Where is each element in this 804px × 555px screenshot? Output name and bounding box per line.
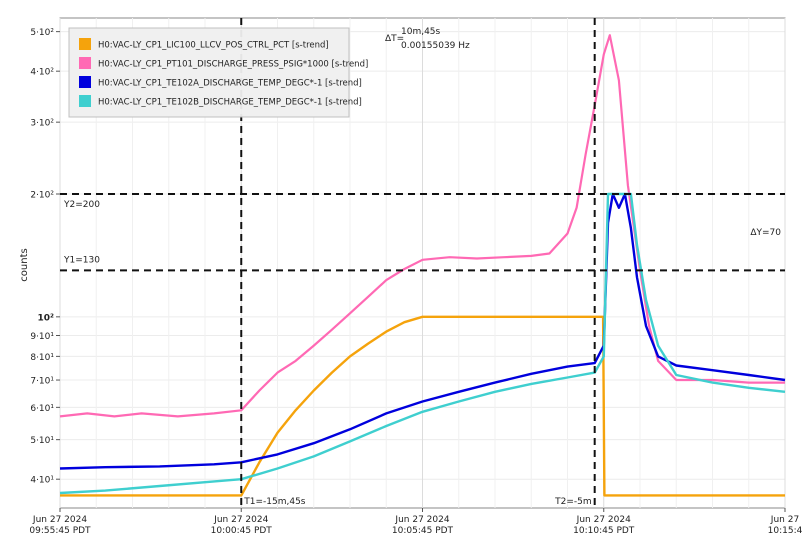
- y-tick-label: 7·10¹: [30, 377, 54, 387]
- x-tick-label: Jun 27 2024: [213, 515, 268, 525]
- x-tick-label: 09:55:45 PDT: [29, 526, 91, 536]
- cursor-lines: [60, 18, 785, 508]
- cursor-y2-label: Y2=200: [63, 200, 100, 210]
- legend-swatch: [79, 57, 91, 69]
- delta-t-value: 10m,45s: [401, 27, 441, 37]
- legend-label: H0:VAC-LY_CP1_TE102B_DISCHARGE_TEMP_DEGC…: [98, 98, 362, 108]
- y-tick-label: 8·10¹: [30, 353, 54, 363]
- legend-label: H0:VAC-LY_CP1_TE102A_DISCHARGE_TEMP_DEGC…: [98, 79, 362, 89]
- x-tick-label: 10:05:45 PDT: [392, 526, 454, 536]
- cursor-labels: T1=-15m,45s T2=-5m Y1=130 Y2=200 ΔT=10m,45s 0…: [63, 27, 781, 507]
- x-tick-label: Jun 27: [770, 515, 799, 525]
- y-tick-label: 3·10²: [30, 119, 54, 129]
- y-tick-label: 5·10¹: [30, 436, 54, 446]
- delta-t-prefix: ΔT=: [385, 34, 404, 44]
- x-tick-label: 10:10:45 PDT: [573, 526, 635, 536]
- delta-y-label: ΔY=70: [750, 228, 781, 238]
- y-tick-label: 5·10²: [30, 28, 54, 38]
- axes: counts: [19, 248, 30, 281]
- x-tick-label: 10:15:4: [768, 526, 803, 536]
- cursor-t2-label: T2=-5m: [554, 497, 592, 507]
- cursor-y1-label: Y1=130: [63, 255, 100, 265]
- delta-t-frequency: 0.00155039 Hz: [401, 41, 470, 51]
- legend-swatch: [79, 95, 91, 107]
- x-tick-label: Jun 27 2024: [32, 515, 87, 525]
- series-line: [60, 315, 785, 497]
- x-tick-label: Jun 27 2024: [576, 515, 631, 525]
- series-line: [59, 192, 786, 470]
- legend-label: H0:VAC-LY_CP1_LIC100_LLCV_POS_CTRL_PCT […: [98, 41, 329, 51]
- legend-label: H0:VAC-LY_CP1_PT101_DISCHARGE_PRESS_PSIG…: [98, 60, 368, 70]
- ticks: 4·10¹ 5·10¹ 6·10¹ 7·10¹ 8·10¹ 9·10¹ 10² 2·10² 3·…: [29, 28, 802, 536]
- y-tick-label: 4·10²: [30, 68, 54, 78]
- y-tick-label: 10²: [38, 313, 55, 323]
- x-tick-label: Jun 27 2024: [394, 515, 449, 525]
- y-tick-label: 6·10¹: [30, 404, 54, 414]
- y-axis-label: counts: [19, 248, 30, 281]
- legend-swatch: [79, 38, 91, 50]
- y-tick-label: 9·10¹: [30, 332, 54, 342]
- legend-swatch: [79, 76, 91, 88]
- legend-box: [68, 27, 350, 118]
- y-tick-label: 4·10¹: [30, 476, 54, 486]
- x-tick-label: 10:00:45 PDT: [211, 526, 273, 536]
- cursor-t1-label: T1=-15m,45s: [243, 497, 306, 507]
- legend: H0:VAC-LY_CP1_LIC100_LLCV_POS_CTRL_PCT […: [68, 27, 368, 118]
- y-tick-label: 2·10²: [30, 191, 54, 201]
